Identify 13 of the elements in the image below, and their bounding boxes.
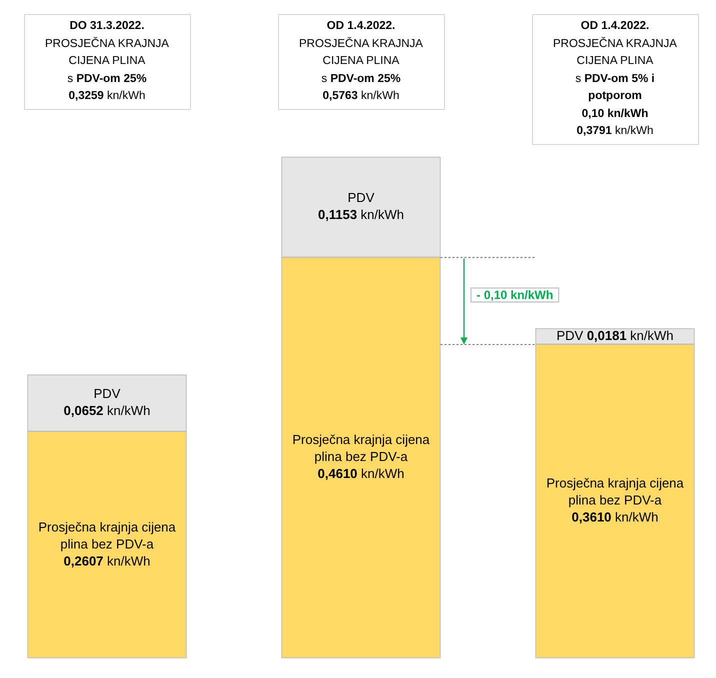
annotation: - 0,10 kn/kWh — [476, 288, 554, 302]
series-label: PDV — [556, 328, 587, 343]
data-label: 0,0652 kn/kWh — [64, 403, 150, 418]
category-label: OD 1.4.2022. PROSJEČNA KRAJNJA CIJENA PLINA s PDV-om 5% i potporom 0,10 kn/kWh 0,3791 kn/kWh — [553, 20, 677, 137]
data-label: 0,1153 kn/kWh — [318, 207, 404, 222]
x-tick-label: OD 1.4.2022. PROSJEČNA KRAJNJA CIJENA PLINA s PDV-om 25% 0,5763 kn/kWh — [298, 20, 424, 104]
data-label: 0,2607 kn/kWh — [64, 553, 150, 568]
data-label: 0,3610 kn/kWh — [572, 510, 658, 525]
x-tick-label: DO 31.3.2022. PROSJEČNA KRAJNJA CIJENA PLINA s PDV-om 25% 0,3259 kn/kWh — [44, 20, 170, 104]
data-label: 0,4610 kn/kWh — [318, 466, 404, 482]
text: PDV — [348, 190, 374, 206]
data-label: 0,0181 kn/kWh — [586, 328, 674, 343]
text: PDV — [94, 386, 120, 402]
